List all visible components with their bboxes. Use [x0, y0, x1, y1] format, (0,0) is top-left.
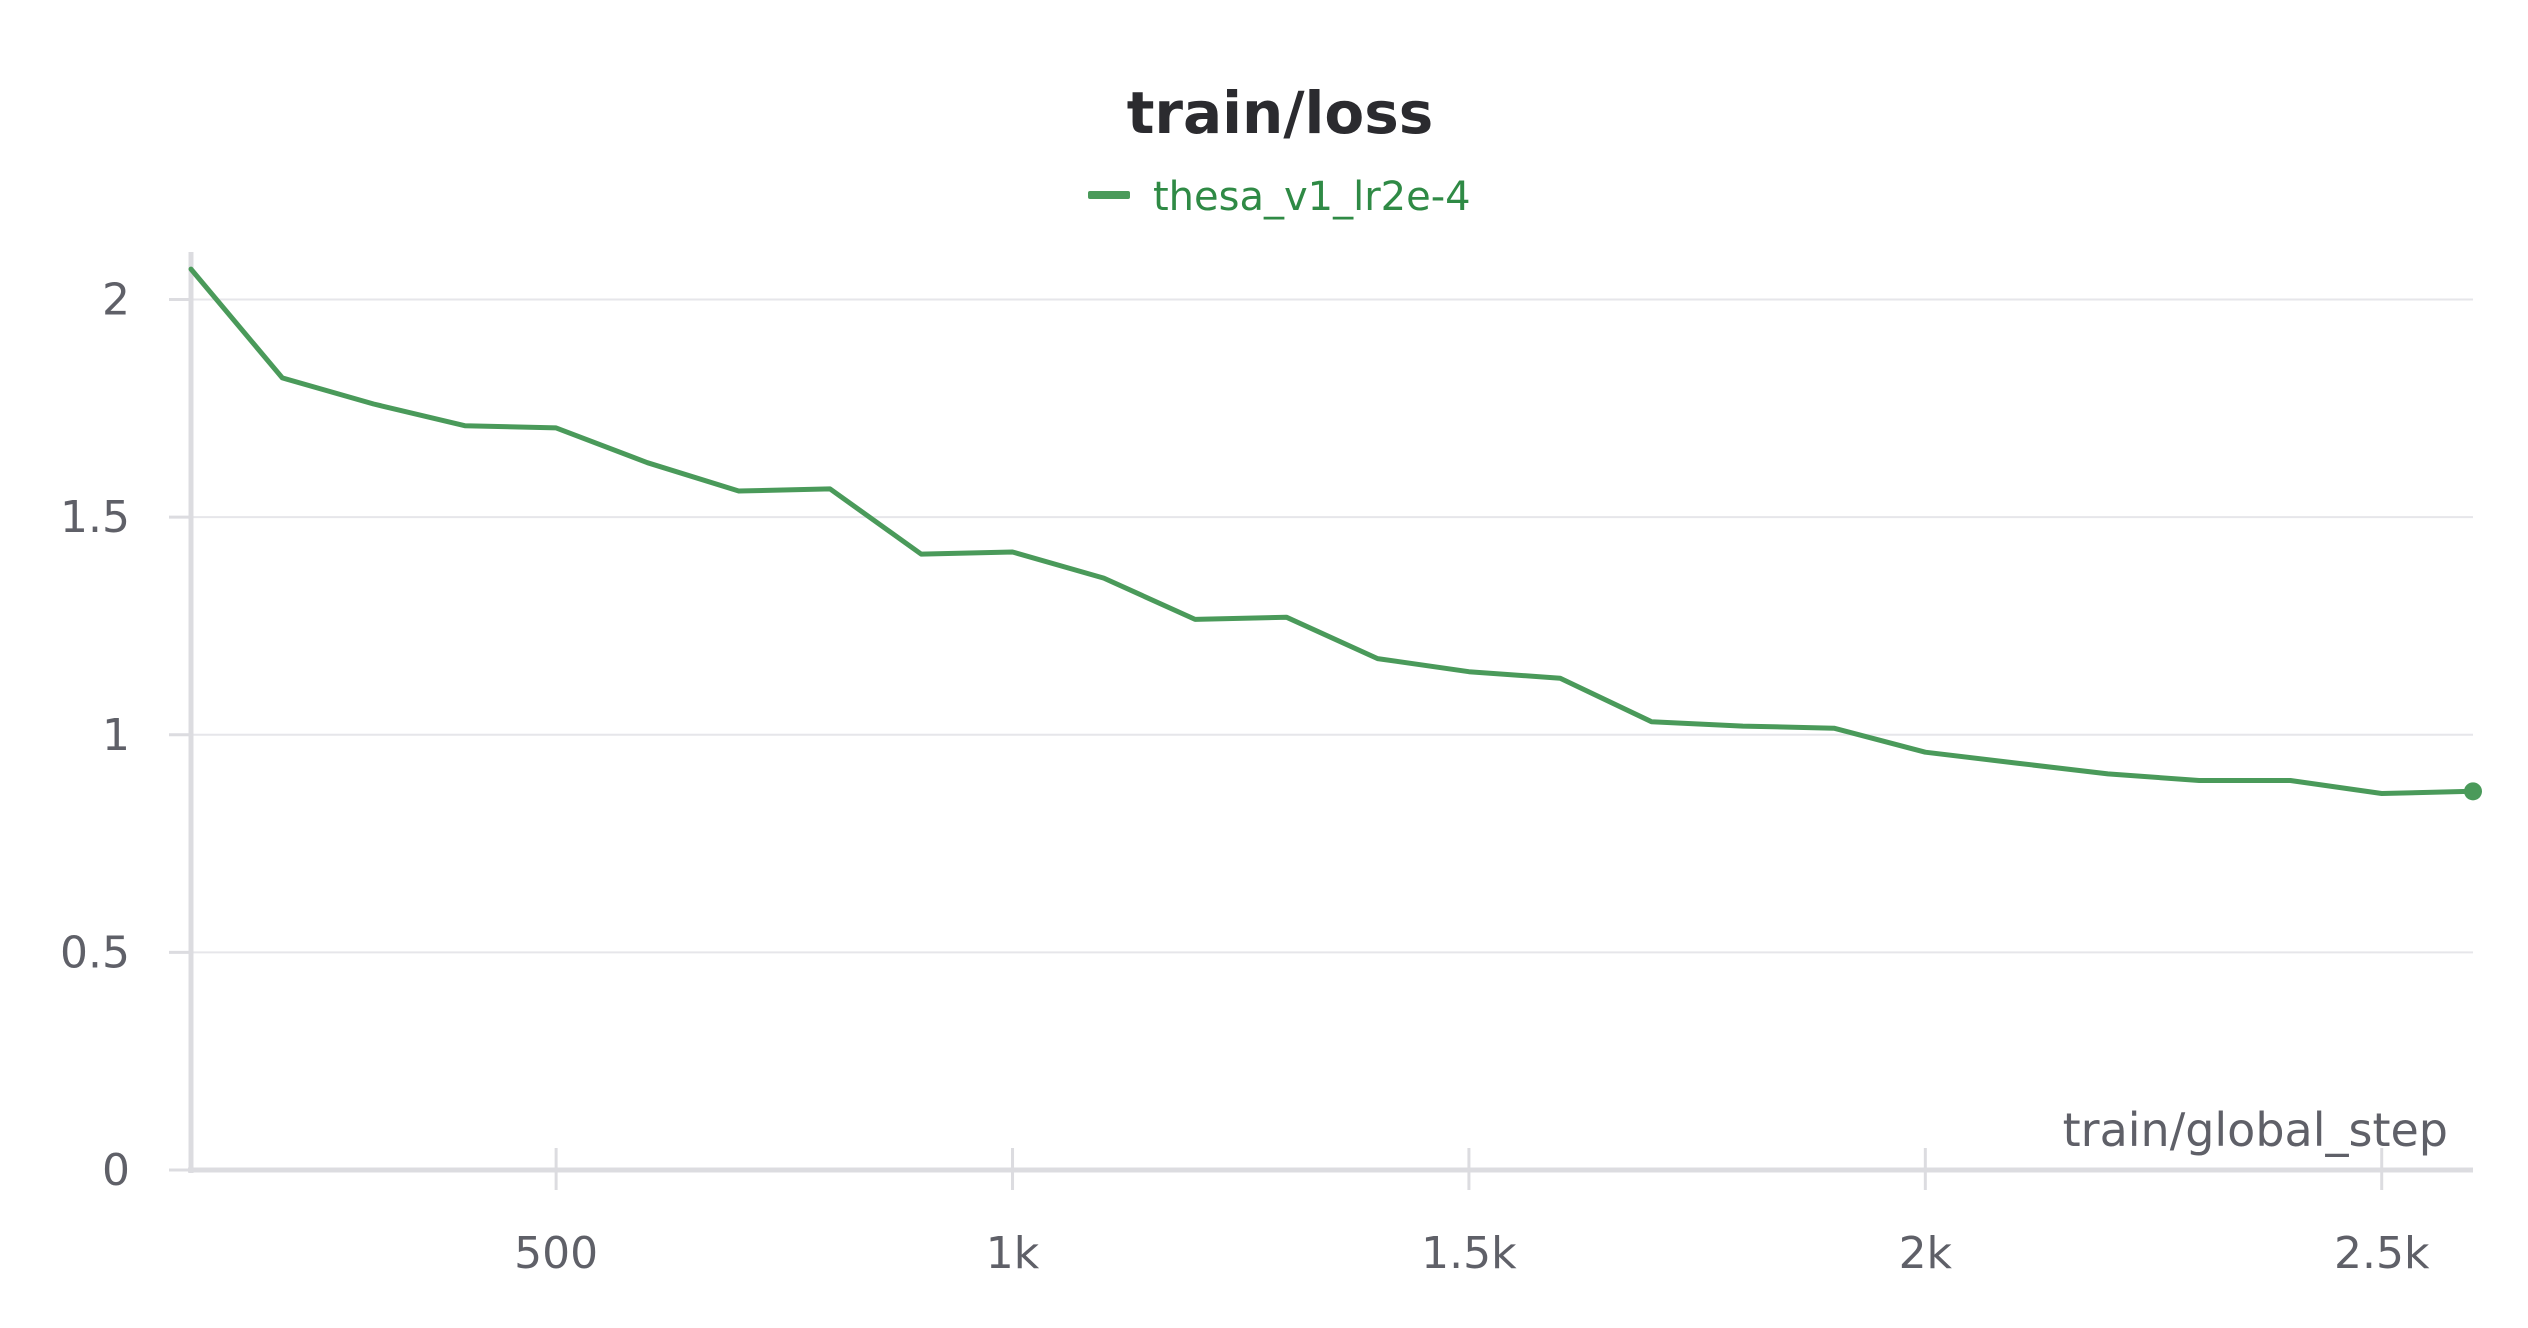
series-endpoint-marker[interactable]	[2464, 782, 2482, 801]
x-tick-label: 2k	[1899, 1228, 1953, 1279]
chart-title: train/loss	[1127, 79, 1434, 147]
legend-swatch	[1088, 191, 1130, 199]
x-tick-label: 1k	[986, 1228, 1040, 1279]
axes	[169, 252, 2473, 1190]
series-line[interactable]	[188, 266, 2476, 796]
y-tick-label: 1.5	[60, 492, 130, 543]
y-tick-label: 0.5	[60, 927, 130, 978]
y-tick-label: 1	[102, 710, 130, 761]
x-tick-label: 1.5k	[1421, 1228, 1517, 1279]
x-tick-label: 2.5k	[2334, 1228, 2430, 1279]
x-axis-title: train/global_step	[2063, 1103, 2448, 1157]
tick-labels: 0 0.5 1 1.5 2 500 1k 1.5k 2k 2.5k	[60, 275, 2430, 1279]
legend[interactable]: thesa_v1_lr2e-4	[1088, 174, 1471, 220]
x-tick-label: 500	[514, 1228, 598, 1279]
series-layer[interactable]	[188, 266, 2482, 801]
y-tick-label: 2	[102, 275, 130, 326]
legend-label-series: thesa_v1_lr2e-4	[1153, 174, 1471, 220]
gridlines	[191, 298, 2473, 954]
y-tick-label: 0	[102, 1145, 130, 1196]
